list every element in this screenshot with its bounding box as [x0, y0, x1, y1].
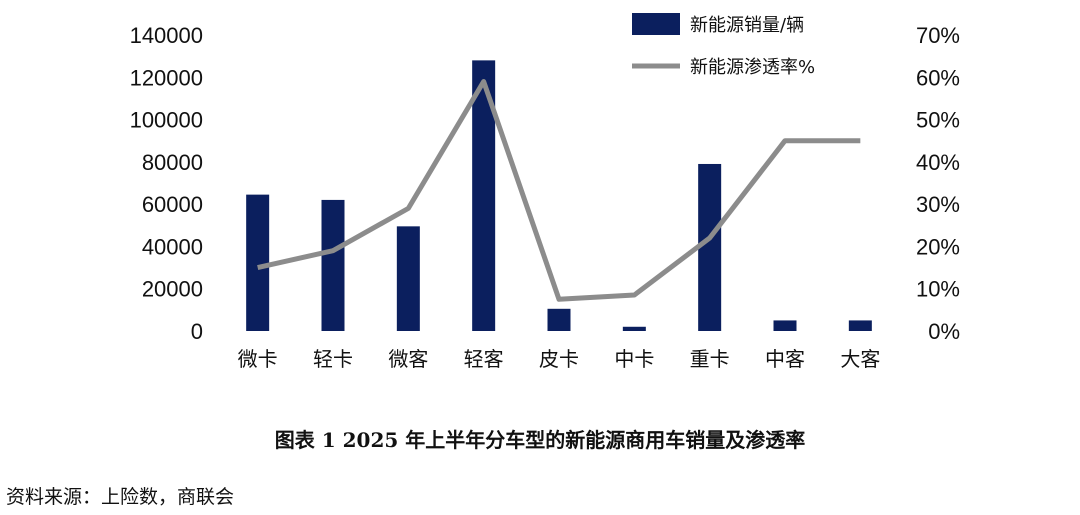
category-label: 中客	[765, 347, 805, 371]
chart-caption: 图表 1 2025 年上半年分车型的新能源商用车销量及渗透率	[274, 428, 806, 452]
right-tick-label: 10%	[916, 277, 960, 302]
right-tick-label: 30%	[916, 192, 960, 217]
left-tick-label: 120000	[130, 65, 203, 90]
combo-chart: 020000400006000080000100000120000140000 …	[130, 13, 960, 371]
right-tick-label: 20%	[916, 234, 960, 259]
right-axis-ticks: 0% 10% 20% 30% 40% 50% 60% 70%	[916, 23, 960, 344]
bar	[547, 308, 571, 331]
legend-bar-label: 新能源销量/辆	[690, 15, 804, 36]
right-tick-label: 0%	[928, 319, 960, 344]
bar	[848, 320, 872, 331]
bar	[472, 60, 496, 331]
bar	[321, 199, 345, 331]
left-tick-label: 0	[191, 319, 203, 344]
bar-series	[246, 60, 872, 331]
bar	[622, 326, 646, 331]
right-tick-label: 40%	[916, 150, 960, 175]
category-label: 微卡	[238, 347, 278, 371]
right-tick-label: 60%	[916, 65, 960, 90]
category-label: 重卡	[690, 347, 730, 371]
left-tick-label: 20000	[142, 277, 203, 302]
category-label: 中卡	[614, 347, 654, 371]
source-note: 资料来源：上险数，商联会	[6, 486, 235, 508]
category-labels: 微卡 轻卡 微客 轻客 皮卡 中卡 重卡 中客 大客	[238, 347, 881, 371]
right-tick-label: 50%	[916, 108, 960, 133]
left-tick-label: 100000	[130, 108, 203, 133]
left-tick-label: 60000	[142, 192, 203, 217]
category-label: 皮卡	[539, 347, 579, 371]
legend: 新能源销量/辆 新能源渗透率%	[632, 13, 815, 78]
legend-line-label: 新能源渗透率%	[690, 57, 815, 78]
legend-bar-swatch	[632, 13, 680, 35]
bar	[246, 194, 270, 331]
left-axis-ticks: 0 20000 40000 60000 80000 100000 120000 140000	[130, 23, 203, 344]
line-series	[257, 79, 861, 302]
left-tick-label: 140000	[130, 23, 203, 48]
left-tick-label: 40000	[142, 234, 203, 259]
right-tick-label: 70%	[916, 23, 960, 48]
bar	[773, 320, 797, 331]
category-label: 微客	[388, 347, 428, 371]
left-tick-label: 80000	[142, 150, 203, 175]
category-label: 大客	[840, 347, 880, 371]
category-label: 轻卡	[313, 347, 353, 371]
category-label: 轻客	[464, 347, 504, 371]
bar	[396, 226, 420, 331]
bar	[698, 163, 722, 331]
